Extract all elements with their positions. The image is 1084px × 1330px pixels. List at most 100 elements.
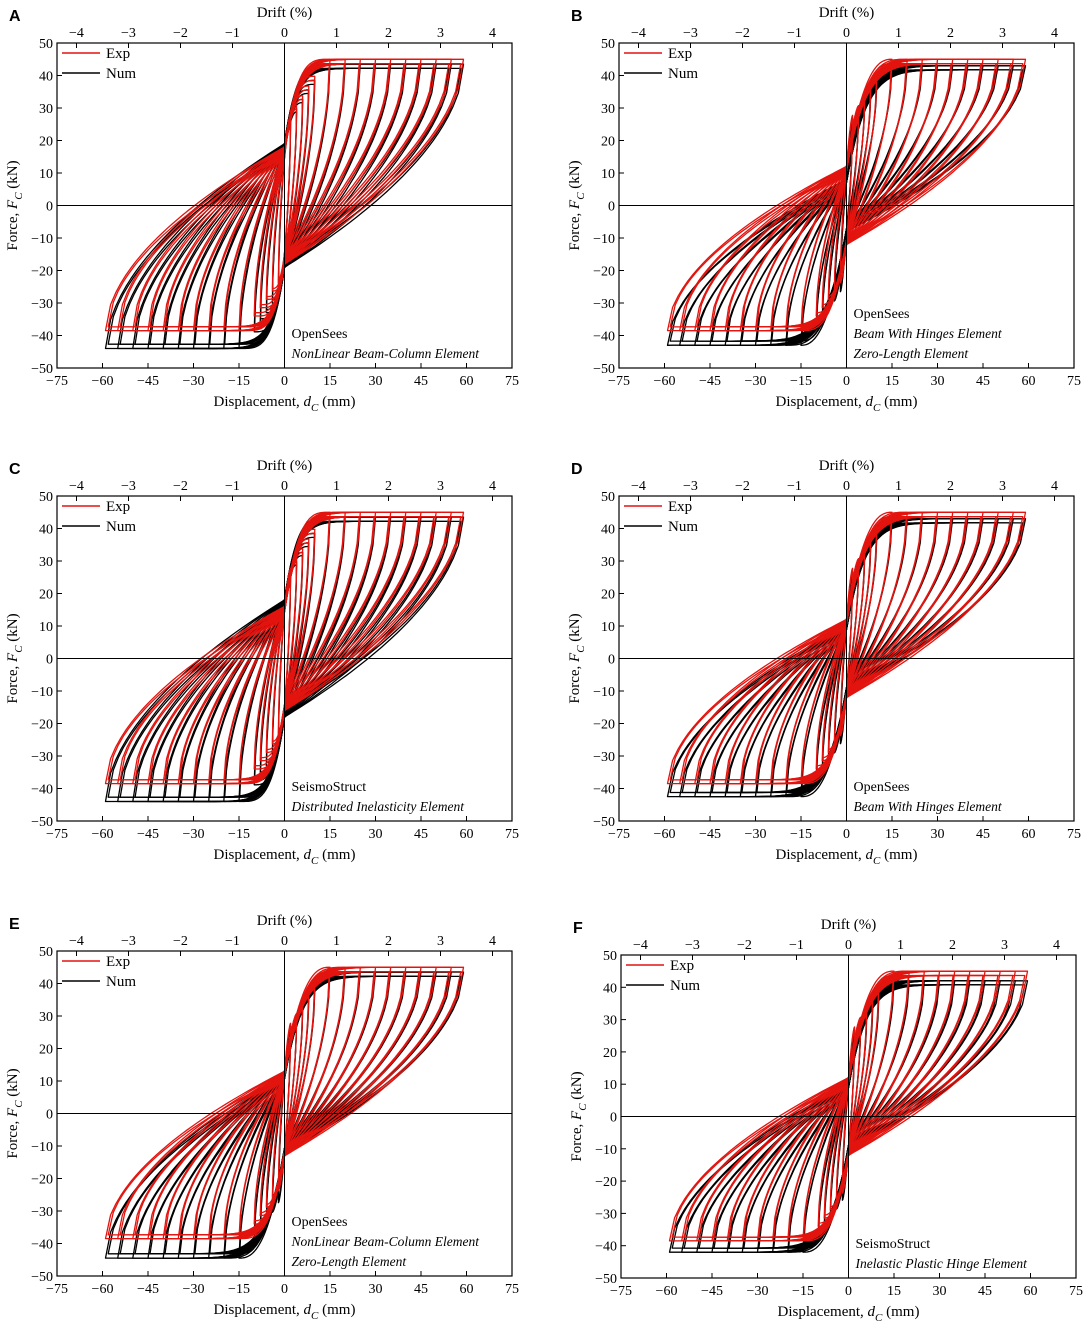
drift-axis-title: Drift (%) xyxy=(819,5,874,21)
exp-loop xyxy=(666,58,1027,332)
curves-group xyxy=(668,970,1029,1253)
drift-tick-label: 0 xyxy=(843,479,850,494)
y-tick-label: 50 xyxy=(39,490,53,505)
x-tick-label: −75 xyxy=(46,374,68,389)
drift-tick-label: 2 xyxy=(947,479,954,494)
curves-group xyxy=(104,966,465,1259)
y-tick-label: 10 xyxy=(39,1075,53,1090)
exp-loop xyxy=(107,970,462,1236)
y-tick-label: −10 xyxy=(31,685,53,700)
x-tick-label: −30 xyxy=(183,827,205,842)
y-tick-label: −20 xyxy=(593,265,615,280)
drift-tick-label: 3 xyxy=(999,26,1006,41)
x-tick-label: 45 xyxy=(978,1284,992,1299)
y-axis-title: Force, FC (kN) xyxy=(569,1071,589,1161)
x-tick-label: 45 xyxy=(976,374,990,389)
drift-tick-label: 0 xyxy=(281,479,288,494)
y-tick-label: −50 xyxy=(31,362,53,377)
chart-panel-e: E−75 −60 −45 −30 −15 0 15 30 45 60 75−50−40−30−20−… xyxy=(5,913,519,1322)
y-tick-label: 30 xyxy=(39,102,53,117)
software-label: OpenSees xyxy=(854,307,910,322)
x-tick-label: −30 xyxy=(183,374,205,389)
element-label: Beam With Hinges Element xyxy=(854,326,1003,341)
exp-loop xyxy=(107,515,462,781)
x-tick-label: 30 xyxy=(933,1284,947,1299)
drift-tick-label: 4 xyxy=(1051,479,1058,494)
element-label: NonLinear Beam-Column Element xyxy=(291,346,481,361)
x-tick-label: 30 xyxy=(369,374,383,389)
panel-letter: C xyxy=(9,461,21,478)
x-tick-label: 0 xyxy=(281,374,288,389)
drift-tick-label: 3 xyxy=(999,479,1006,494)
y-tick-label: −40 xyxy=(31,1238,53,1253)
x-tick-label: −15 xyxy=(792,1284,814,1299)
legend-num-label: Num xyxy=(106,519,136,535)
drift-axis-title: Drift (%) xyxy=(819,458,874,474)
num-loop xyxy=(104,516,465,803)
element-label: NonLinear Beam-Column Element xyxy=(291,1234,481,1249)
curves-group xyxy=(104,58,465,350)
y-tick-label: −20 xyxy=(595,1175,617,1190)
y-tick-label: 30 xyxy=(39,1010,53,1025)
drift-tick-label: 0 xyxy=(281,26,288,41)
x-tick-label: 15 xyxy=(323,827,337,842)
y-tick-label: 50 xyxy=(39,945,53,960)
drift-tick-label: 3 xyxy=(1001,938,1008,953)
x-tick-label: −15 xyxy=(228,1282,250,1297)
x-tick-label: 15 xyxy=(885,827,899,842)
y-tick-label: 0 xyxy=(46,1108,53,1123)
drift-tick-label: −4 xyxy=(631,479,646,494)
y-tick-label: 40 xyxy=(39,523,53,538)
x-tick-label: 45 xyxy=(414,1282,428,1297)
x-tick-label: 60 xyxy=(1022,827,1036,842)
drift-tick-label: −4 xyxy=(69,26,84,41)
x-tick-label: −75 xyxy=(608,374,630,389)
x-tick-label: −60 xyxy=(654,374,676,389)
drift-tick-label: −1 xyxy=(225,479,240,494)
x-tick-label: 0 xyxy=(843,827,850,842)
drift-tick-label: 3 xyxy=(437,26,444,41)
panel-letter: D xyxy=(571,461,583,478)
x-tick-label: −60 xyxy=(654,827,676,842)
x-tick-label: 30 xyxy=(931,374,945,389)
num-loop xyxy=(668,980,1029,1253)
y-tick-label: −30 xyxy=(31,750,53,765)
drift-tick-label: 1 xyxy=(895,26,902,41)
x-tick-label: −75 xyxy=(608,827,630,842)
y-tick-label: −50 xyxy=(593,815,615,830)
y-axis-title: Force, FC (kN) xyxy=(567,160,587,250)
drift-axis-title: Drift (%) xyxy=(257,458,312,474)
curves-group xyxy=(666,58,1027,346)
exp-loop xyxy=(104,58,465,332)
chart-panel-d: D−75 −60 −45 −30 −15 0 15 30 45 60 75−50−40−30−20−… xyxy=(567,458,1081,867)
x-tick-label: 0 xyxy=(845,1284,852,1299)
exp-loop xyxy=(238,966,331,1240)
x-tick-label: −45 xyxy=(137,827,159,842)
y-tick-label: 50 xyxy=(603,949,617,964)
drift-axis-title: Drift (%) xyxy=(257,913,312,929)
legend-exp-label: Exp xyxy=(106,954,130,970)
x-tick-label: −15 xyxy=(228,374,250,389)
x-tick-label: −30 xyxy=(747,1284,769,1299)
x-tick-label: 15 xyxy=(887,1284,901,1299)
y-tick-label: −10 xyxy=(593,232,615,247)
drift-tick-label: 1 xyxy=(897,938,904,953)
legend-exp-label: Exp xyxy=(670,958,694,974)
y-tick-label: −40 xyxy=(31,330,53,345)
y-tick-label: 10 xyxy=(603,1078,617,1093)
drift-tick-label: −4 xyxy=(631,26,646,41)
y-tick-label: −20 xyxy=(593,718,615,733)
x-axis-title: Displacement, dC (mm) xyxy=(214,394,356,414)
software-label: SeismoStruct xyxy=(292,780,367,795)
y-tick-label: 40 xyxy=(601,523,615,538)
legend-exp-label: Exp xyxy=(106,499,130,515)
x-tick-label: −45 xyxy=(699,827,721,842)
y-tick-label: 20 xyxy=(601,588,615,603)
x-tick-label: 75 xyxy=(1069,1284,1083,1299)
y-tick-label: −20 xyxy=(31,718,53,733)
x-tick-label: 45 xyxy=(976,827,990,842)
x-tick-label: −30 xyxy=(745,827,767,842)
drift-tick-label: 0 xyxy=(845,938,852,953)
y-tick-label: 30 xyxy=(601,555,615,570)
